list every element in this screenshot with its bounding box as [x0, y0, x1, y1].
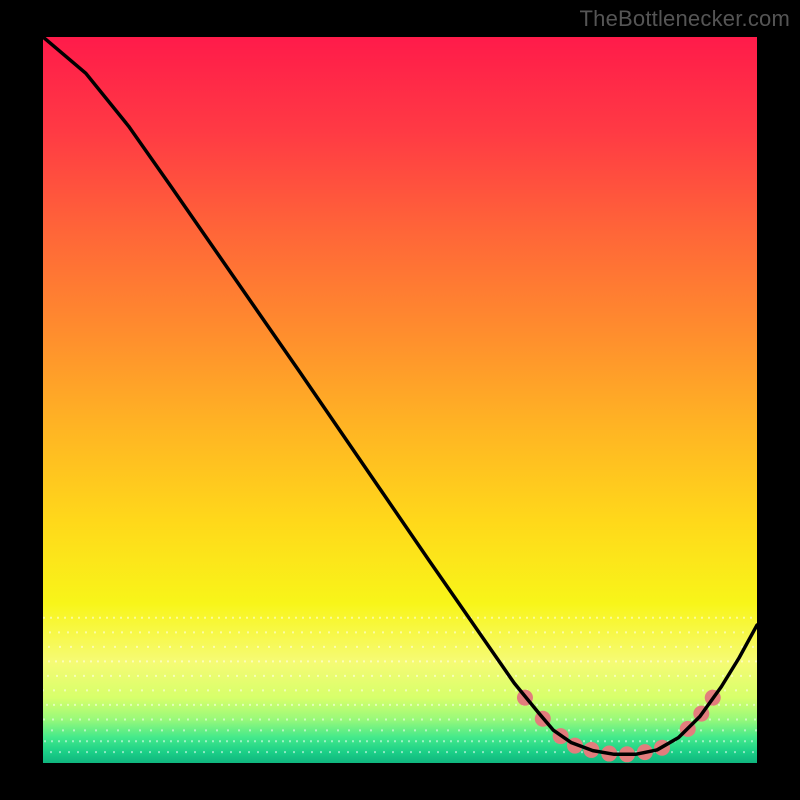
- watermark-text: TheBottlenecker.com: [580, 6, 790, 32]
- bottleneck-chart: [0, 0, 800, 800]
- gradient-background: [43, 37, 757, 763]
